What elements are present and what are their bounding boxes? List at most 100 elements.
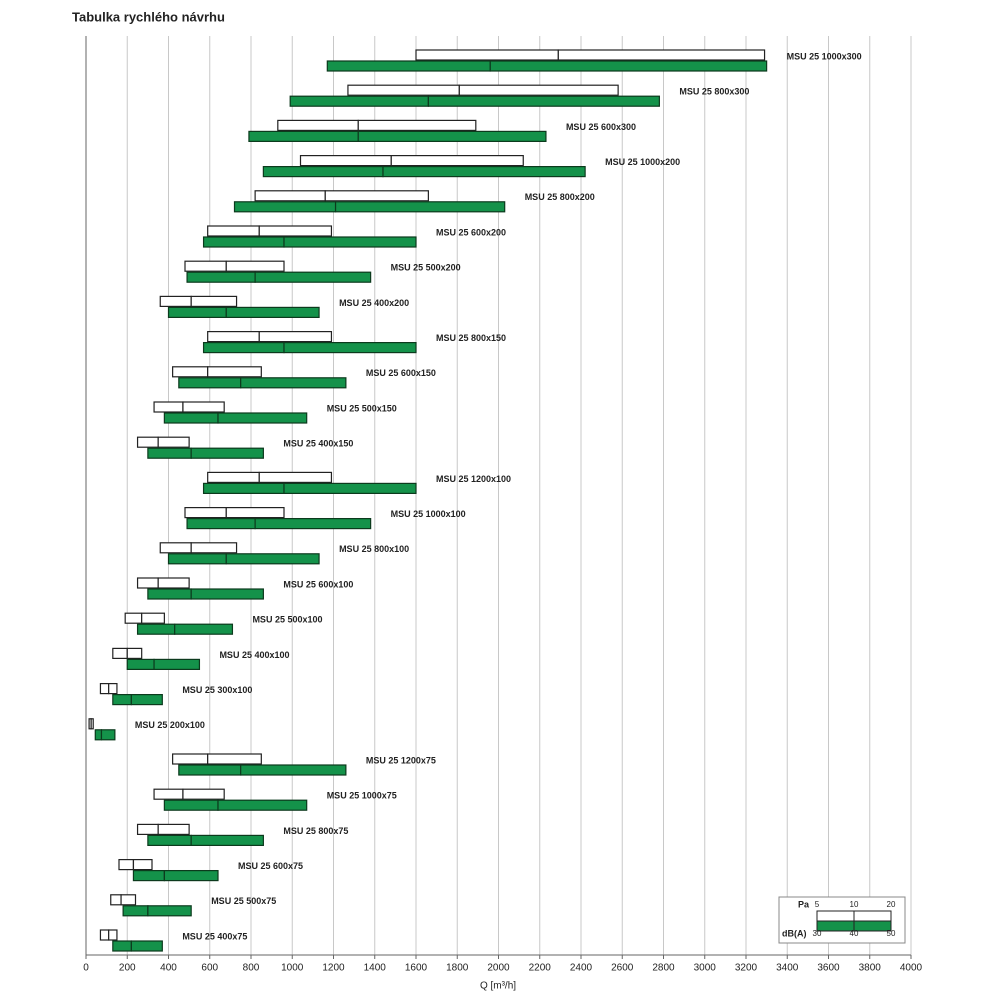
x-tick-label: 1200 [322, 963, 345, 974]
range-segment [357, 130, 547, 142]
range-segment [90, 718, 94, 730]
range-segment [299, 155, 392, 167]
range-segment [207, 331, 260, 343]
range-segment [120, 894, 137, 906]
range-segment [415, 49, 559, 61]
range-segment [357, 119, 477, 132]
range-segment [136, 623, 176, 635]
range-segment [112, 940, 132, 952]
row-label: MSU 25 300x100 [182, 685, 252, 695]
row-label: MSU 25 600x300 [566, 122, 636, 132]
legend-label: dB(A) [782, 928, 807, 938]
row-label: MSU 25 500x75 [211, 896, 276, 906]
x-tick-label: 2400 [570, 963, 593, 974]
range-segment [163, 869, 219, 882]
range-segment [136, 577, 159, 589]
range-segment [147, 905, 192, 917]
range-segment [326, 60, 491, 72]
range-segment [427, 95, 660, 107]
range-segment [147, 447, 192, 459]
legend-tick: 50 [887, 929, 896, 938]
x-tick-label: 3600 [817, 963, 840, 974]
x-tick-label: 3400 [776, 963, 799, 974]
range-segment [277, 119, 359, 132]
range-segment [108, 682, 118, 695]
range-segment [207, 366, 262, 378]
range-segment [557, 49, 766, 61]
legend-tick: 40 [850, 929, 859, 938]
range-segment [283, 236, 417, 248]
range-segment [207, 753, 262, 765]
range-segment [225, 507, 285, 519]
row-label: MSU 25 1200x75 [366, 755, 436, 765]
range-segment [190, 542, 238, 554]
range-segment [100, 729, 116, 741]
row-label: MSU 25 400x150 [283, 439, 353, 449]
range-segment [324, 190, 429, 202]
x-tick-label: 1000 [281, 963, 304, 974]
range-segment [458, 84, 619, 96]
legend-tick: 10 [850, 900, 859, 909]
range-segment [289, 95, 429, 107]
range-segment [126, 647, 143, 660]
legend-tick: 20 [887, 900, 896, 909]
row-label: MSU 25 800x300 [679, 87, 749, 97]
range-segment [141, 612, 165, 624]
range-segment [126, 658, 155, 671]
range-segment [99, 929, 110, 941]
row-label: MSU 25 1000x100 [391, 509, 466, 519]
range-segment [347, 84, 460, 96]
range-segment [248, 130, 359, 142]
range-segment [240, 764, 347, 776]
range-segment [217, 799, 308, 811]
range-segment [254, 190, 326, 202]
range-segment [108, 929, 118, 941]
range-segment [112, 647, 128, 660]
row-label: MSU 25 600x150 [366, 368, 436, 378]
legend-tick: 30 [813, 929, 822, 938]
row-label: MSU 25 600x200 [436, 227, 506, 237]
row-label: MSU 25 1000x300 [787, 51, 862, 61]
range-segment [130, 693, 163, 706]
range-segment [207, 225, 260, 237]
row-label: MSU 25 500x100 [252, 615, 322, 625]
x-tick-label: 400 [160, 963, 177, 974]
range-segment [186, 517, 256, 530]
range-segment [118, 858, 135, 871]
range-segment [190, 295, 238, 307]
range-segment [190, 447, 264, 459]
row-label: MSU 25 500x150 [327, 403, 397, 413]
range-segment [159, 295, 192, 307]
range-segment [172, 753, 209, 765]
x-tick-label: 4000 [900, 963, 923, 974]
range-segment [159, 542, 192, 554]
range-segment [163, 799, 219, 811]
range-segment [262, 166, 384, 178]
range-segment [153, 658, 201, 671]
x-tick-label: 1800 [446, 963, 469, 974]
row-label: MSU 25 400x100 [219, 650, 289, 660]
range-segment [258, 225, 333, 237]
row-label: MSU 25 1000x75 [327, 791, 397, 801]
x-tick-label: 1400 [364, 963, 387, 974]
range-segment [190, 834, 264, 847]
legend-tick: 5 [815, 900, 820, 909]
row-label: MSU 25 800x200 [525, 192, 595, 202]
range-segment [283, 482, 417, 494]
range-segment [390, 155, 524, 167]
row-label: MSU 25 1000x200 [605, 157, 680, 167]
x-tick-label: 600 [201, 963, 218, 974]
range-segment [217, 412, 308, 424]
range-segment [122, 905, 149, 917]
range-segment [112, 693, 132, 706]
row-label: MSU 25 800x75 [283, 826, 348, 836]
range-segment [153, 788, 184, 800]
range-segment [186, 271, 256, 283]
x-tick-label: 2000 [487, 963, 510, 974]
range-segment [124, 612, 143, 624]
row-label: MSU 25 800x100 [339, 544, 409, 554]
range-segment [178, 764, 242, 776]
range-segment [202, 236, 285, 248]
chart-title: Tabulka rychlého návrhu [72, 9, 225, 24]
